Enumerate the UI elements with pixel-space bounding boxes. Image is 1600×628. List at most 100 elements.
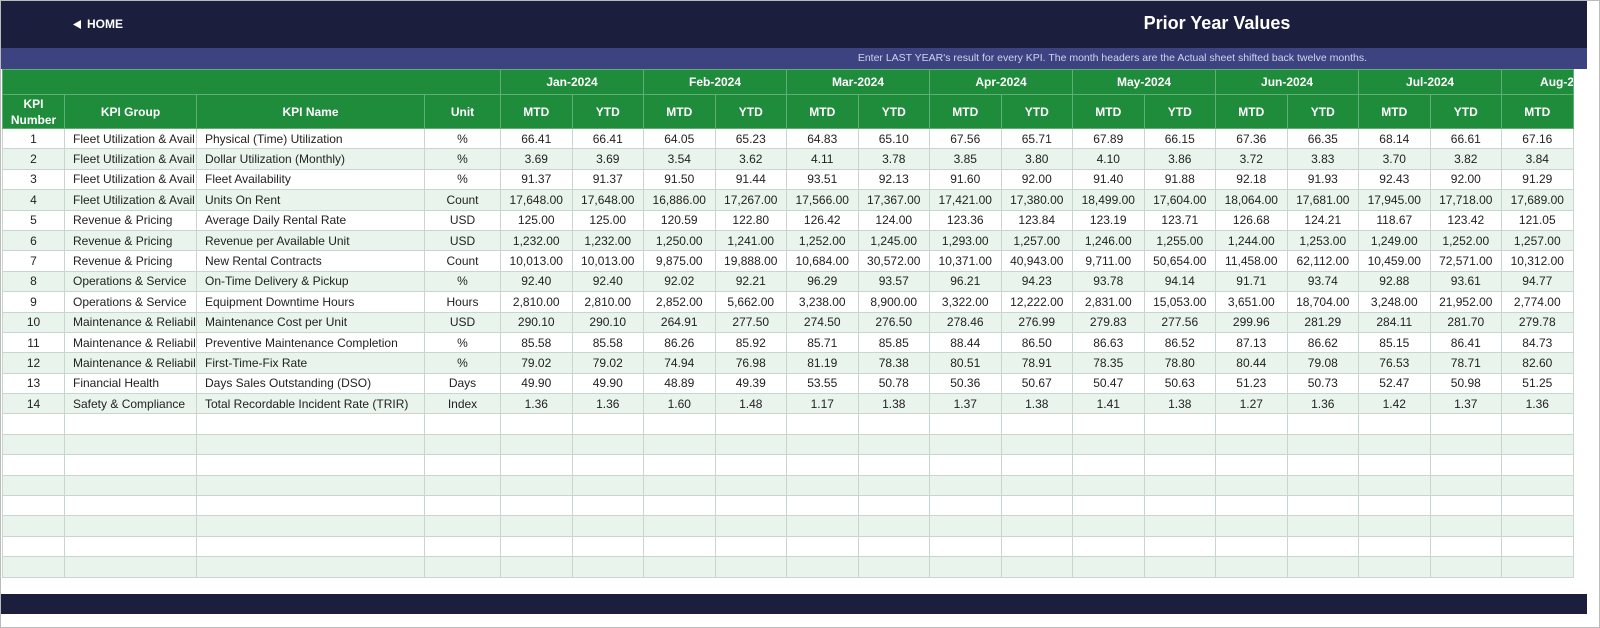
cell: 53.55	[786, 372, 859, 395]
cell: 50.98	[1429, 372, 1503, 395]
table-row: 3 Fleet Utilization & Avail Fleet Availabi…	[2, 168, 1574, 191]
cell: 86.26	[643, 331, 716, 354]
cell: 66.35	[1286, 127, 1360, 150]
table-row	[2, 495, 1574, 517]
cell: 1,257.00	[1000, 229, 1074, 252]
cell: 50.47	[1072, 372, 1145, 395]
cell: 76.53	[1358, 352, 1431, 374]
cell: 67.56	[929, 127, 1002, 150]
cell: Days Sales Outstanding (DSO)	[196, 372, 425, 395]
cell: 92.40	[500, 270, 573, 293]
cell: 94.23	[1000, 270, 1074, 293]
cell	[571, 495, 644, 517]
column-header: KPI Group	[64, 94, 197, 129]
cell	[196, 454, 425, 476]
table-row	[2, 515, 1574, 537]
cell	[1143, 413, 1217, 435]
cell	[643, 454, 716, 476]
cell: 93.61	[1429, 270, 1503, 293]
cell	[1072, 495, 1145, 517]
cell: 15,053.00	[1143, 291, 1217, 313]
cell: Financial Health	[64, 372, 197, 395]
cell	[1215, 433, 1288, 456]
cell: 1,250.00	[643, 229, 716, 252]
cell	[2, 413, 65, 435]
cell: 92.88	[1358, 270, 1431, 293]
cell	[500, 413, 573, 435]
cell	[714, 474, 787, 497]
column-header: Unit	[424, 94, 501, 129]
cell	[929, 495, 1002, 517]
cell: 17,648.00	[571, 189, 644, 211]
cell: 1.36	[500, 393, 573, 415]
cell	[643, 556, 716, 578]
column-header: KPI Number	[2, 94, 65, 129]
cell: 86.62	[1286, 331, 1360, 354]
column-header: MTD	[643, 94, 716, 129]
cell: Count	[424, 250, 501, 272]
cell: 79.02	[571, 352, 644, 374]
cell	[1286, 433, 1360, 456]
table-row: 9 Operations & Service Equipment Downtime …	[2, 291, 1574, 313]
cell	[424, 535, 501, 558]
cell: 1,255.00	[1143, 229, 1217, 252]
cell: 1.36	[1286, 393, 1360, 415]
cell: 121.05	[1501, 209, 1574, 231]
cell	[929, 454, 1002, 476]
sheet: Jan-2024 Feb-2024 Mar-2024 Apr-2024 May-2024…	[2, 69, 1587, 579]
cell: 17,380.00	[1000, 189, 1074, 211]
table-row: 10 Maintenance & Reliabil Maintenance Cost…	[2, 311, 1574, 333]
cell	[643, 413, 716, 435]
cell	[1429, 454, 1503, 476]
cell: 96.29	[786, 270, 859, 293]
cell: 4	[2, 189, 65, 211]
cell: 290.10	[500, 311, 573, 333]
cell	[1000, 474, 1074, 497]
table-row: 2 Fleet Utilization & Avail Dollar Utiliza…	[2, 148, 1574, 170]
cell: 49.39	[714, 372, 787, 395]
cell	[196, 515, 425, 537]
cell	[1072, 433, 1145, 456]
cell	[196, 535, 425, 558]
cell: 91.88	[1143, 168, 1217, 191]
cell: 122.80	[714, 209, 787, 231]
table-row	[2, 474, 1574, 497]
cell	[1358, 474, 1431, 497]
column-header: YTD	[714, 94, 787, 129]
cell: 3.85	[929, 148, 1002, 170]
cell: 78.71	[1429, 352, 1503, 374]
cell	[1072, 454, 1145, 476]
cell: 281.29	[1286, 311, 1360, 333]
cell: 80.44	[1215, 352, 1288, 374]
cell	[714, 413, 787, 435]
cell: 17,681.00	[1286, 189, 1360, 211]
table-row: 7 Revenue & Pricing New Rental Contracts Co…	[2, 250, 1574, 272]
cell: Days	[424, 372, 501, 395]
cell	[571, 535, 644, 558]
cell	[929, 515, 1002, 537]
table-row: 4 Fleet Utilization & Avail Units On Rent C…	[2, 189, 1574, 211]
cell: New Rental Contracts	[196, 250, 425, 272]
cell: Units On Rent	[196, 189, 425, 211]
cell: 91.50	[643, 168, 716, 191]
cell	[786, 474, 859, 497]
cell: 64.83	[786, 127, 859, 150]
cell: 3.72	[1215, 148, 1288, 170]
table-row	[2, 556, 1574, 578]
cell: 126.68	[1215, 209, 1288, 231]
cell	[500, 495, 573, 517]
cell	[1429, 413, 1503, 435]
cell: Dollar Utilization (Monthly)	[196, 148, 425, 170]
cell	[1000, 495, 1074, 517]
cell	[1143, 433, 1217, 456]
cell	[196, 474, 425, 497]
cell: 67.16	[1501, 127, 1574, 150]
home-button[interactable]: HOME	[73, 17, 123, 31]
cell: 92.43	[1358, 168, 1431, 191]
cell: 3.70	[1358, 148, 1431, 170]
note-bar: Enter LAST YEAR's result for every KPI. …	[1, 48, 1587, 69]
cell: 91.40	[1072, 168, 1145, 191]
cell: %	[424, 331, 501, 354]
cell: Revenue & Pricing	[64, 209, 197, 231]
cell: Operations & Service	[64, 270, 197, 293]
